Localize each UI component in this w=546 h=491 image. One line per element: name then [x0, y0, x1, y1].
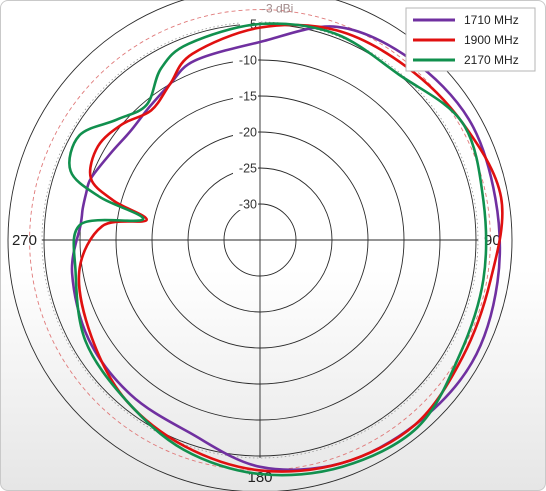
series-lines: [68, 22, 504, 477]
grid-ring: [7, 0, 513, 491]
radial-tick-label: -10: [239, 54, 257, 68]
tick-label-bg: [233, 196, 258, 210]
series-line-2170-mhz: [68, 22, 488, 477]
tick-label-bg: [233, 52, 258, 66]
angle-label-270: 270: [12, 232, 37, 249]
radial-tick-label: -30: [239, 198, 257, 212]
polar-axes: [42, 22, 478, 458]
legend-entry: 2170 MHz: [464, 53, 519, 67]
tick-label-bg: [233, 88, 258, 102]
reference-ring: [29, 9, 491, 471]
angle-label-90: 90: [484, 232, 501, 249]
radial-tick-label: -15: [239, 90, 257, 104]
radial-tick-label: -25: [239, 162, 257, 176]
legend-entry: 1710 MHz: [464, 13, 519, 27]
radial-tick-labels: 0-5-10-15-20-25-30-3 dBi: [233, 2, 293, 212]
legend-entry: 1900 MHz: [464, 33, 519, 47]
tick-label-bg: [233, 124, 258, 138]
tick-label-bg: [233, 160, 258, 174]
legend: 1710 MHz 1900 MHz 2170 MHz: [405, 7, 536, 72]
reference-ring-label: -3 dBi: [262, 2, 293, 16]
radial-tick-label: -20: [239, 126, 257, 140]
